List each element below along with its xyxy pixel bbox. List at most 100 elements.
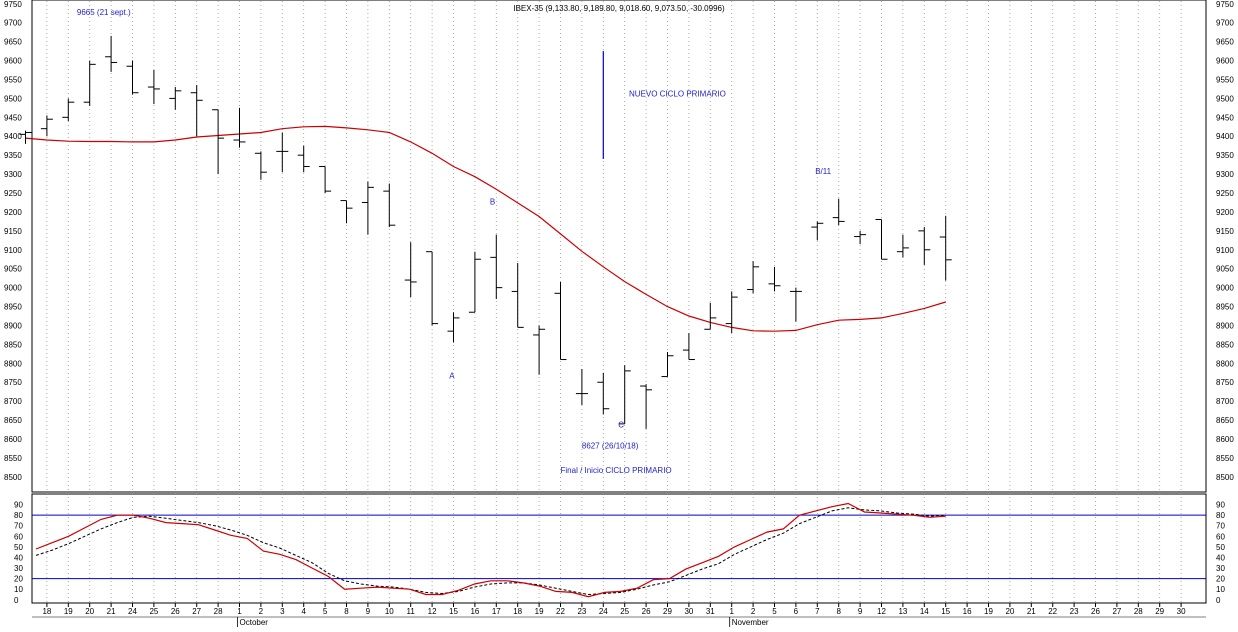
oscillator-tick-label-right: 10 <box>1216 585 1225 594</box>
ohlc-bar <box>62 98 75 122</box>
ohlc-bar <box>126 60 139 95</box>
x-axis-labels: 18 19 20 21 24 25 26 27 28 1 2 3 4 5 8 9 10 11 12 15 16 17 18 1… <box>32 603 1206 627</box>
price-tick-label-left: 8600 <box>4 435 22 444</box>
x-tick-label: 16 <box>470 607 479 616</box>
month-label: November <box>732 618 769 627</box>
oscillator-tick-label-left: 10 <box>14 585 23 594</box>
price-tick-label-right: 9650 <box>1216 38 1234 47</box>
oscillator-tick-label-right: 20 <box>1216 575 1225 584</box>
x-tick-label: 25 <box>620 607 629 616</box>
x-tick-label: 13 <box>898 607 907 616</box>
price-tick-label-left: 8700 <box>4 397 22 406</box>
oscillator-tick-label-left: 0 <box>14 596 19 605</box>
ohlc-bar <box>918 227 931 265</box>
price-tick-label-right: 9250 <box>1216 189 1234 198</box>
oscillator-tick-label-left: 60 <box>14 532 23 541</box>
oscillator-panel-frame <box>31 493 1207 604</box>
x-tick-label: 4 <box>301 607 306 616</box>
x-tick-label: 27 <box>192 607 201 616</box>
price-tick-label-left: 9500 <box>4 94 22 103</box>
price-tick-label-left: 9600 <box>4 57 22 66</box>
oscillator-tick-label-right: 30 <box>1216 564 1225 573</box>
x-tick-label: 28 <box>1134 607 1143 616</box>
annotation-label: 8627 (26/10/18) <box>582 442 639 451</box>
x-tick-label: 26 <box>171 607 180 616</box>
ohlc-bar <box>511 263 524 328</box>
oscillator-tick-label-right: 80 <box>1216 511 1225 520</box>
annotation-label: C <box>618 421 624 430</box>
x-tick-label: 15 <box>941 607 950 616</box>
x-tick-label: 15 <box>449 607 458 616</box>
ohlc-bar <box>19 130 32 144</box>
ohlc-bar <box>554 281 567 361</box>
price-tick-label-right: 9600 <box>1216 57 1234 66</box>
price-tick-label-left: 9100 <box>4 246 22 255</box>
ohlc-bar <box>533 325 546 375</box>
annotation-label: A <box>449 372 455 381</box>
price-tick-label-left: 8900 <box>4 321 22 330</box>
oscillator-tick-label-left: 50 <box>14 543 23 552</box>
price-tick-label-left: 8950 <box>4 303 22 312</box>
price-tick-label-left: 9300 <box>4 170 22 179</box>
price-tick-label-left: 9000 <box>4 284 22 293</box>
x-tick-label: 24 <box>128 607 137 616</box>
x-tick-label: 26 <box>1091 607 1100 616</box>
x-tick-label: 6 <box>794 607 799 616</box>
x-tick-label: 21 <box>107 607 116 616</box>
oscillator-tick-label-right: 0 <box>1216 596 1221 605</box>
x-tick-label: 1 <box>729 607 734 616</box>
ohlc-bar <box>640 384 653 429</box>
price-tick-label-right: 8750 <box>1216 378 1234 387</box>
x-tick-label: 22 <box>556 607 565 616</box>
x-tick-label: 30 <box>1177 607 1186 616</box>
annotation-label: NUEVO CICLO PRIMARIO <box>629 90 726 99</box>
oscillator-tick-label-left: 80 <box>14 511 23 520</box>
x-tick-label: 18 <box>42 607 51 616</box>
x-tick-label: 28 <box>214 607 223 616</box>
x-tick-label: 8 <box>836 607 841 616</box>
stochastic-layer <box>32 502 1206 598</box>
price-tick-label-right: 9700 <box>1216 19 1234 28</box>
ohlc-bar <box>212 109 225 175</box>
ohlc-bar <box>896 234 909 258</box>
ohlc-bar <box>597 372 610 415</box>
annotation-label: 9665 (21 sept.) <box>77 8 131 17</box>
price-tick-label-left: 9650 <box>4 38 22 47</box>
x-tick-label: 25 <box>149 607 158 616</box>
oscillator-tick-label-right: 40 <box>1216 553 1225 562</box>
ohlc-bar <box>747 261 760 294</box>
price-tick-label-left: 8500 <box>4 473 22 482</box>
ohlc-bar <box>854 230 867 245</box>
stochastic-d-line <box>35 507 946 596</box>
oscillator-tick-label-right: 60 <box>1216 532 1225 541</box>
ohlc-bar <box>340 200 353 224</box>
ohlc-bar <box>468 251 481 313</box>
price-tick-label-right: 9500 <box>1216 94 1234 103</box>
price-tick-label-left: 9750 <box>4 0 22 9</box>
ohlc-bar <box>169 87 182 110</box>
price-tick-label-right: 9550 <box>1216 75 1234 84</box>
price-tick-label-left: 8650 <box>4 416 22 425</box>
price-tick-label-left: 8850 <box>4 340 22 349</box>
x-tick-label: 29 <box>663 607 672 616</box>
price-tick-label-right: 9750 <box>1216 0 1234 9</box>
x-tick-label: 31 <box>706 607 715 616</box>
ohlc-bar <box>276 132 289 173</box>
stochastic-k-line <box>35 502 946 598</box>
oscillator-tick-label-left: 20 <box>14 575 23 584</box>
ohlc-bar <box>40 115 53 137</box>
ohlc-bar <box>575 369 588 405</box>
price-panel-frame <box>31 0 1207 493</box>
oscillator-tick-label-left: 90 <box>14 501 23 510</box>
price-tick-label-right: 8550 <box>1216 454 1234 463</box>
price-tick-label-left: 9700 <box>4 19 22 28</box>
x-tick-label: 19 <box>535 607 544 616</box>
price-tick-label-left: 9350 <box>4 151 22 160</box>
price-tick-label-right: 8900 <box>1216 321 1234 330</box>
x-tick-label: 22 <box>1048 607 1057 616</box>
x-tick-label: 12 <box>428 607 437 616</box>
ohlc-bar <box>811 221 824 241</box>
x-tick-label: 20 <box>1005 607 1014 616</box>
